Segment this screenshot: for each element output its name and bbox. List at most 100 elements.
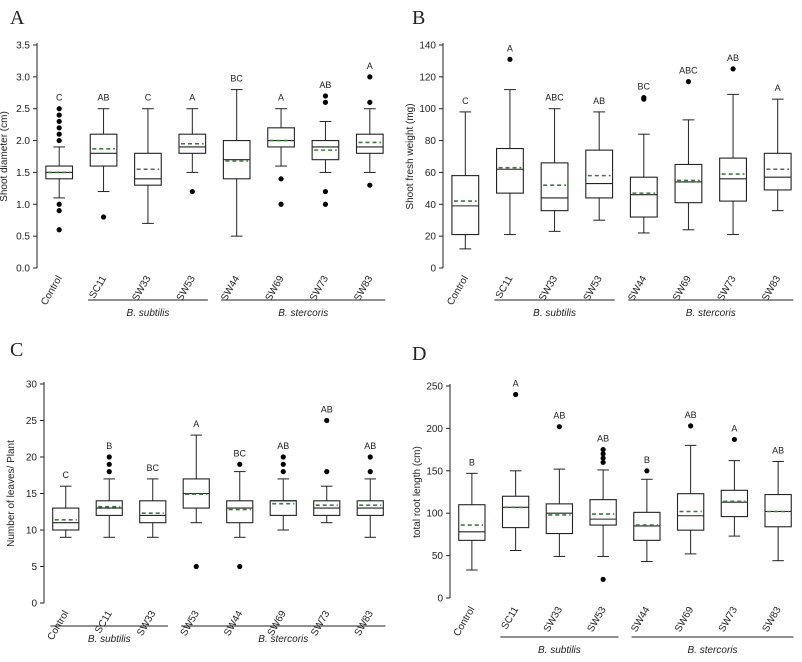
chart-panel-b: B 0 20 40 60 80 100 120 140 Shoot fresh weight (m…	[405, 7, 794, 319]
y-tick-label: 100	[419, 104, 436, 115]
outlier-point	[367, 99, 373, 105]
outlier-point	[641, 94, 647, 101]
outlier-point	[106, 454, 112, 460]
category-label: SW33	[542, 605, 565, 634]
box-sc11: A SC11	[494, 43, 524, 301]
y-tick-label: 5	[31, 562, 37, 573]
significance-label: A	[513, 378, 519, 388]
category-label: SW73	[716, 274, 739, 303]
outlier-point	[106, 469, 112, 475]
y-tick-label: 0.5	[16, 232, 30, 243]
outlier-point	[322, 201, 329, 207]
category-label: Control	[445, 274, 471, 307]
outlier-point	[106, 461, 112, 467]
significance-label: AB	[772, 445, 784, 455]
outlier-point	[731, 436, 737, 443]
y-axis-title: Number of leaves/ Plant	[6, 440, 17, 547]
group-label: B. stercoris	[258, 634, 308, 645]
y-tick-label: 25	[26, 416, 38, 427]
box-sw83: A SW83	[760, 83, 792, 303]
y-axis-title: Shoot fresh weight (mg)	[405, 103, 416, 209]
significance-label: AB	[321, 405, 333, 415]
outlier-point	[56, 137, 62, 144]
significance-label: A	[193, 419, 199, 429]
significance-label: BC	[230, 74, 243, 84]
box-iqr	[719, 157, 747, 202]
box-sw69: A SW69	[264, 93, 295, 303]
significance-label: A	[775, 83, 781, 93]
significance-label: A	[278, 93, 284, 103]
category-label: SW44	[629, 605, 652, 634]
group-label: B. subtilis	[88, 634, 131, 645]
significance-label: B	[106, 441, 112, 451]
box-iqr	[589, 499, 617, 526]
category-label: SW44	[626, 274, 649, 303]
outlier-point	[507, 56, 513, 62]
category-label: SW83	[761, 605, 784, 634]
outlier-point	[56, 112, 62, 118]
outlier-point	[600, 576, 606, 582]
y-tick-label: 0	[31, 599, 37, 610]
y-axis-title: total root length (cm)	[412, 446, 423, 538]
box-iqr	[720, 489, 749, 518]
panel-letter: C	[10, 339, 23, 361]
significance-label: AB	[593, 96, 605, 106]
y-tick-label: 20	[425, 232, 437, 243]
box-iqr	[52, 507, 80, 531]
box-sw73: AB SW73	[308, 80, 340, 303]
significance-label: AB	[277, 441, 289, 451]
category-label: SW44	[219, 274, 242, 303]
outlier-point	[367, 182, 373, 188]
y-axis-title: Shoot diameter (cm)	[0, 111, 10, 202]
box-iqr	[89, 133, 118, 167]
category-label: SW44	[222, 609, 245, 638]
outlier-point	[644, 468, 650, 474]
outlier-point	[688, 423, 694, 429]
outlier-point	[685, 79, 692, 85]
outlier-point	[56, 131, 62, 137]
category-label: SW83	[352, 274, 375, 303]
outlier-point	[324, 469, 330, 475]
significance-label: A	[367, 61, 373, 71]
outlier-point	[280, 461, 286, 467]
box-control: C Control	[39, 93, 74, 307]
category-label: SW69	[264, 274, 287, 303]
outlier-point	[324, 417, 330, 424]
y-tick-label: 30	[26, 380, 38, 391]
outlier-point	[56, 125, 62, 131]
significance-label: C	[63, 470, 70, 480]
outlier-point	[56, 208, 62, 214]
box-iqr	[585, 149, 614, 199]
box-iqr	[451, 175, 480, 236]
significance-label: C	[145, 93, 152, 103]
outlier-point	[556, 424, 562, 430]
category-label: Control	[452, 605, 478, 638]
y-tick-label: 50	[432, 551, 444, 562]
y-tick-label: 0	[430, 264, 436, 275]
box-iqr	[139, 500, 167, 524]
group-label: B. subtilis	[127, 308, 170, 319]
box-control: C Control	[445, 96, 480, 307]
y-tick-label: 150	[426, 466, 443, 477]
outlier-point	[730, 66, 736, 72]
significance-label: AB	[553, 411, 565, 421]
outlier-point	[322, 93, 329, 99]
outlier-point	[600, 451, 606, 457]
group-label: B. stercoris	[686, 308, 736, 319]
significance-label: ABC	[545, 93, 564, 103]
significance-label: A	[507, 43, 513, 53]
significance-label: AB	[597, 434, 609, 444]
significance-label: B	[469, 457, 475, 467]
category-label: SW53	[175, 274, 198, 303]
y-tick-label: 3.0	[16, 72, 30, 83]
box-iqr	[495, 147, 524, 194]
category-label: SC11	[93, 609, 115, 636]
significance-label: BC	[146, 463, 159, 473]
y-tick-label: 80	[425, 136, 437, 147]
outlier-point	[56, 106, 62, 112]
y-tick-label: 1.0	[16, 200, 30, 211]
box-iqr	[178, 133, 207, 154]
y-tick-label: 10	[26, 526, 38, 537]
